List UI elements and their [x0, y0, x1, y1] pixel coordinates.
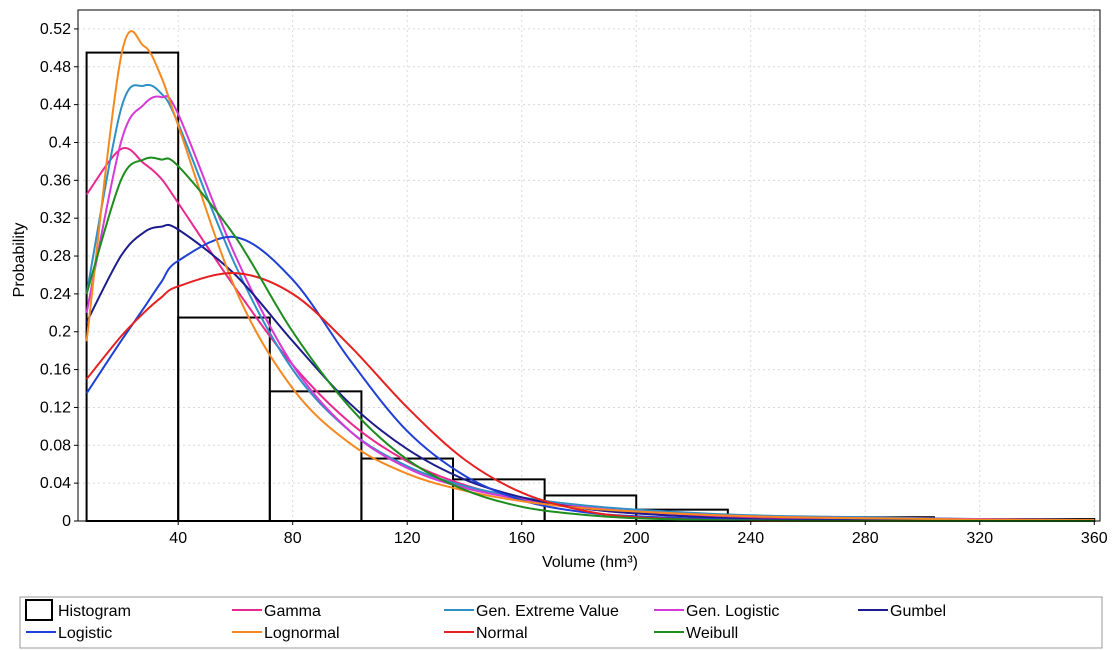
y-tick-label: 0.28 — [40, 248, 71, 265]
x-tick-label: 80 — [284, 530, 302, 547]
curve-gen-logistic — [85, 95, 1095, 522]
histogram — [85, 51, 1096, 523]
x-tick-label: 120 — [394, 530, 421, 547]
curve-lognormal — [85, 30, 1095, 522]
legend-swatch-histogram — [25, 599, 53, 621]
legend-label: Histogram — [58, 603, 131, 620]
y-tick-label: 0.2 — [49, 324, 71, 341]
legend-label: Weibull — [686, 625, 738, 642]
y-tick-label: 0.36 — [40, 172, 71, 189]
y-tick-label: 0.48 — [40, 59, 71, 76]
histogram-bar — [85, 51, 180, 522]
x-axis-title: Volume (hm³) — [542, 554, 638, 571]
curve-gamma — [85, 147, 1095, 522]
y-tick-label: 0.24 — [40, 286, 71, 303]
x-tick-label: 40 — [169, 530, 187, 547]
legend-label: Gen. Logistic — [686, 603, 779, 620]
y-tick-label: 0.4 — [49, 134, 71, 151]
legend-label: Gumbel — [890, 603, 946, 620]
y-tick-label: 0.04 — [40, 475, 71, 492]
y-axis-title: Probability — [11, 223, 28, 298]
x-tick-label: 200 — [623, 530, 650, 547]
x-tick-label: 280 — [852, 530, 879, 547]
legend-box — [19, 596, 1103, 649]
curve-logistic — [85, 235, 1095, 522]
legend-label: Normal — [476, 625, 528, 642]
curve-gen-extreme-value — [85, 83, 1095, 522]
y-tick-label: 0.16 — [40, 362, 71, 379]
curve-weibull — [85, 156, 1095, 522]
y-tick-label: 0.32 — [40, 210, 71, 227]
histogram-bar — [177, 316, 271, 522]
x-tick-label: 360 — [1081, 530, 1108, 547]
grid — [78, 10, 1100, 521]
x-tick-label: 240 — [737, 530, 764, 547]
y-tick-label: 0 — [62, 513, 71, 530]
y-axis-ticks: 0 0.04 0.08 0.12 0.16 0.2 0.24 0.28 0.32 0.36 0.4 0… — [40, 21, 78, 530]
legend-label: Gen. Extreme Value — [476, 603, 619, 620]
x-tick-label: 320 — [966, 530, 993, 547]
histogram-bar — [268, 390, 363, 523]
legend-label: Logistic — [58, 625, 112, 642]
legend-label: Gamma — [264, 603, 321, 620]
curve-normal — [85, 272, 1095, 523]
legend: Histogram Gamma Gen. Extreme Value Gen. Log… — [19, 596, 1103, 649]
y-tick-label: 0.44 — [40, 97, 71, 114]
plot-frame — [77, 9, 1101, 522]
y-tick-label: 0.52 — [40, 21, 71, 38]
x-tick-label: 160 — [508, 530, 535, 547]
legend-label: Lognormal — [264, 625, 340, 642]
y-tick-label: 0.12 — [40, 399, 71, 416]
y-tick-label: 0.08 — [40, 437, 71, 454]
x-axis-ticks: 40 80 120 160 200 240 280 320 360 — [169, 521, 1108, 547]
